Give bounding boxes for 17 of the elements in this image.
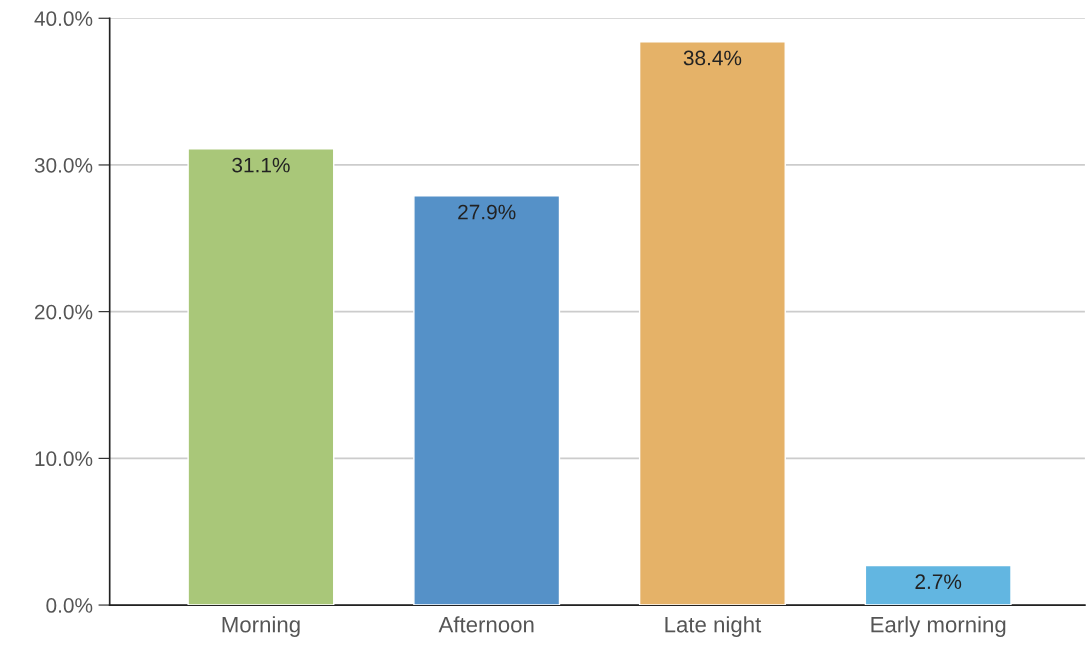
x-tick-label: Morning: [222, 616, 300, 637]
data-label: 27.9%: [458, 204, 516, 220]
x-tick-label: Late night: [665, 616, 762, 637]
bar: [413, 195, 561, 606]
x-tick-label: Early morning: [871, 616, 1006, 637]
x-tick-label: Afternoon: [438, 616, 534, 633]
y-tick-label: 20.0%: [35, 304, 93, 320]
y-tick-label: 10.0%: [35, 451, 93, 467]
data-label: 2.7%: [915, 574, 962, 589]
data-label: 38.4%: [683, 50, 742, 66]
y-tick-label: 30.0%: [34, 157, 93, 173]
y-tick-label: 0.0%: [46, 598, 93, 613]
bar: [187, 148, 335, 606]
y-tick-label: 40.0%: [34, 11, 93, 27]
data-label: 31.1%: [232, 157, 290, 173]
bar: [638, 41, 786, 606]
bar: [864, 564, 1012, 606]
